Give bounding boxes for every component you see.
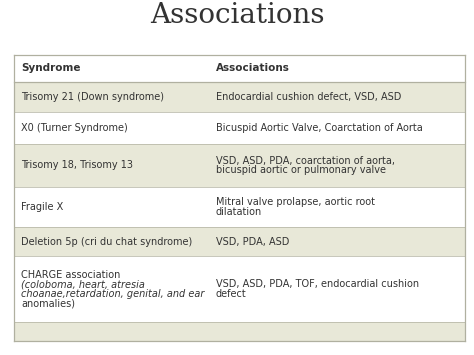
Bar: [14, 227, 465, 256]
Text: anomalies): anomalies): [21, 298, 75, 308]
Text: Fragile X: Fragile X: [21, 202, 64, 212]
Bar: [14, 144, 465, 187]
Bar: [14, 82, 465, 112]
Text: Associations: Associations: [150, 2, 324, 29]
Bar: [14, 112, 465, 144]
Text: Mitral valve prolapse, aortic root: Mitral valve prolapse, aortic root: [216, 197, 374, 207]
Text: defect: defect: [216, 289, 246, 299]
Text: VSD, ASD, PDA, TOF, endocardial cushion: VSD, ASD, PDA, TOF, endocardial cushion: [216, 279, 419, 289]
Bar: [14, 256, 465, 322]
Bar: [14, 322, 465, 341]
Text: Associations: Associations: [216, 63, 290, 73]
Bar: [14, 55, 465, 82]
Text: (coloboma, heart, atresia: (coloboma, heart, atresia: [21, 279, 145, 289]
Text: bicuspid aortic or pulmonary valve: bicuspid aortic or pulmonary valve: [216, 165, 386, 175]
Text: Trisomy 21 (Down syndrome): Trisomy 21 (Down syndrome): [21, 92, 164, 102]
Text: VSD, PDA, ASD: VSD, PDA, ASD: [216, 237, 289, 247]
Text: Trisomy 18, Trisomy 13: Trisomy 18, Trisomy 13: [21, 160, 133, 170]
Bar: [14, 187, 465, 227]
Text: Endocardial cushion defect, VSD, ASD: Endocardial cushion defect, VSD, ASD: [216, 92, 401, 102]
Text: Deletion 5p (cri du chat syndrome): Deletion 5p (cri du chat syndrome): [21, 237, 192, 247]
Text: choanae,retardation, genital, and ear: choanae,retardation, genital, and ear: [21, 289, 205, 299]
Text: X0 (Turner Syndrome): X0 (Turner Syndrome): [21, 123, 128, 133]
Text: dilatation: dilatation: [216, 207, 262, 217]
Text: Syndrome: Syndrome: [21, 63, 81, 73]
Text: Bicuspid Aortic Valve, Coarctation of Aorta: Bicuspid Aortic Valve, Coarctation of Ao…: [216, 123, 422, 133]
Text: VSD, ASD, PDA, coarctation of aorta,: VSD, ASD, PDA, coarctation of aorta,: [216, 156, 395, 166]
Text: CHARGE association: CHARGE association: [21, 270, 121, 280]
